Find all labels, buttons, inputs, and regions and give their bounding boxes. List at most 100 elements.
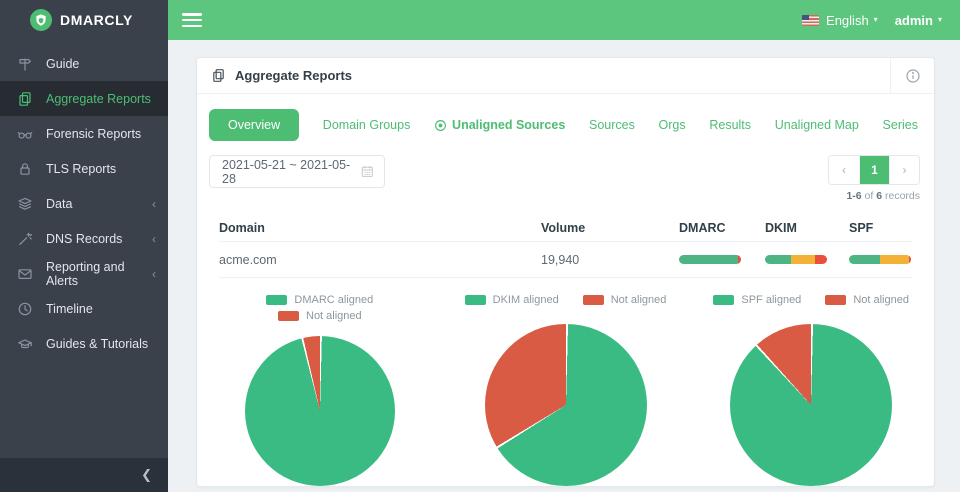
- sidebar-nav: Guide Aggregate Reports Forensic Reports…: [0, 40, 168, 458]
- alignment-charts: DMARC aligned Not aligned: [197, 294, 934, 486]
- chevron-left-icon: ‹: [152, 266, 156, 281]
- cell-volume: 19,940: [541, 252, 580, 267]
- envelope-icon: [17, 266, 33, 282]
- date-range-value: 2021-05-21 ~ 2021-05-28: [222, 157, 351, 186]
- tab-label: Unaligned Sources: [452, 118, 566, 132]
- language-label: English: [826, 12, 869, 28]
- legend-label: Not aligned: [306, 310, 362, 322]
- sidebar-item-label: Guide: [46, 56, 80, 71]
- sidebar-collapse-button[interactable]: ❮: [0, 458, 168, 492]
- aggregate-reports-card: Aggregate Reports Overview Domain Groups…: [196, 57, 935, 487]
- legend-swatch-red: [278, 311, 299, 321]
- current-page-button[interactable]: 1: [859, 156, 889, 184]
- legend-label: Not aligned: [610, 294, 667, 306]
- legend-dkim-not-aligned[interactable]: Not aligned: [582, 294, 667, 306]
- col-volume: Volume: [541, 220, 586, 235]
- sidebar-item-data[interactable]: Data ‹: [0, 186, 168, 221]
- cell-domain[interactable]: acme.com: [219, 252, 277, 267]
- legend-dmarc-not-aligned[interactable]: Not aligned: [278, 310, 362, 322]
- table-row[interactable]: acme.com 19,940: [219, 242, 912, 278]
- page-title: Aggregate Reports: [235, 68, 353, 83]
- legend-label: DKIM aligned: [492, 294, 559, 306]
- sidebar-item-label: DNS Records: [46, 231, 123, 246]
- dmarc-pie-chart: DMARC aligned Not aligned: [197, 294, 443, 486]
- spf-pie-chart: SPF aligned Not aligned: [688, 294, 934, 486]
- sidebar-item-label: Forensic Reports: [46, 126, 142, 141]
- info-icon: [905, 68, 920, 83]
- tab-results[interactable]: Results: [709, 118, 752, 132]
- legend-label: Not aligned: [853, 294, 909, 306]
- next-page-button[interactable]: ›: [889, 156, 919, 184]
- dkim-pie: [484, 324, 647, 486]
- filter-row: 2021-05-21 ~ 2021-05-28 ‹ 1 › 1-6 of 6 r…: [197, 141, 934, 202]
- wand-icon: [17, 231, 33, 247]
- records-of: of: [861, 190, 877, 202]
- sidebar-item-label: TLS Reports: [46, 161, 117, 176]
- sidebar-item-label: Aggregate Reports: [46, 91, 151, 106]
- tab-series[interactable]: Series: [882, 118, 918, 132]
- tab-sources[interactable]: Sources: [588, 118, 635, 132]
- legend-spf-not-aligned[interactable]: Not aligned: [825, 294, 909, 306]
- menu-toggle-icon[interactable]: [182, 13, 202, 27]
- sidebar-item-label: Timeline: [46, 301, 93, 316]
- tab-overview[interactable]: Overview: [209, 109, 300, 141]
- tab-unaligned-sources[interactable]: Unaligned Sources: [434, 118, 565, 132]
- us-flag-icon: [802, 14, 820, 26]
- col-dkim: DKIM: [765, 220, 797, 235]
- legend-label: DMARC aligned: [294, 294, 374, 306]
- target-icon: [435, 119, 446, 131]
- calendar-icon: [362, 166, 374, 177]
- records-range: 1-6: [846, 190, 862, 202]
- legend-swatch-green: [266, 295, 288, 305]
- collapse-icon: ❮: [141, 467, 152, 482]
- info-button[interactable]: [890, 57, 934, 94]
- col-dmarc: DMARC: [679, 220, 726, 235]
- user-dropdown[interactable]: admin ▾: [895, 13, 942, 28]
- signpost-icon: [17, 56, 33, 72]
- legend-dkim-aligned[interactable]: DKIM aligned: [464, 294, 559, 306]
- glasses-icon: [17, 126, 33, 142]
- tab-unaligned-map[interactable]: Unaligned Map: [774, 118, 859, 132]
- legend-label: SPF aligned: [741, 294, 802, 306]
- pages-icon: [211, 68, 226, 83]
- brand-name: DMARCLY: [60, 12, 133, 28]
- sidebar-item-dns-records[interactable]: DNS Records ‹: [0, 221, 168, 256]
- topbar: English ▾ admin ▾: [168, 0, 960, 40]
- sidebar-item-guide[interactable]: Guide: [0, 46, 168, 81]
- brand-logo: DMARCLY: [0, 0, 168, 40]
- legend-swatch-green: [464, 295, 486, 305]
- sidebar-item-label: Data: [46, 196, 73, 211]
- sidebar-item-label: Reporting and Alerts: [46, 259, 125, 288]
- topbar-right: English ▾ admin ▾: [802, 13, 942, 28]
- legend-swatch-red: [825, 295, 847, 305]
- date-range-input[interactable]: 2021-05-21 ~ 2021-05-28: [209, 155, 385, 188]
- legend-swatch-green: [713, 295, 735, 305]
- col-spf: SPF: [849, 220, 874, 235]
- table-header-row: Domain Volume DMARC DKIM SPF: [219, 214, 912, 242]
- sidebar-item-reporting-and-alerts[interactable]: Reporting and Alerts ‹: [0, 256, 168, 291]
- language-dropdown[interactable]: English ▾: [826, 13, 878, 28]
- sidebar-item-forensic-reports[interactable]: Forensic Reports: [0, 116, 168, 151]
- content: Aggregate Reports Overview Domain Groups…: [168, 40, 960, 492]
- legend-spf-aligned[interactable]: SPF aligned: [713, 294, 801, 306]
- user-label: admin: [894, 12, 933, 28]
- sidebar-item-label: Guides & Tutorials: [46, 336, 149, 351]
- prev-page-button[interactable]: ‹: [829, 156, 859, 184]
- tab-orgs[interactable]: Orgs: [658, 118, 686, 132]
- sidebar-item-timeline[interactable]: Timeline: [0, 291, 168, 326]
- main-area: English ▾ admin ▾ Aggregate Reports Over…: [168, 0, 960, 492]
- legend-dmarc-aligned[interactable]: DMARC aligned: [266, 294, 373, 306]
- sidebar-item-guides-tutorials[interactable]: Guides & Tutorials: [0, 326, 168, 361]
- sidebar-item-aggregate-reports[interactable]: Aggregate Reports: [0, 81, 168, 116]
- clock-icon: [17, 301, 33, 317]
- chevron-left-icon: ‹: [152, 231, 156, 246]
- tab-domain-groups[interactable]: Domain Groups: [322, 118, 411, 132]
- records-total: 6: [876, 190, 883, 202]
- dkim-pie-chart: DKIM aligned Not aligned: [443, 294, 689, 486]
- domains-table: Domain Volume DMARC DKIM SPF acme.com 19…: [197, 214, 934, 278]
- col-domain: Domain: [219, 220, 265, 235]
- layers-icon: [17, 196, 33, 212]
- pages-icon: [17, 91, 33, 107]
- sidebar-item-tls-reports[interactable]: TLS Reports: [0, 151, 168, 186]
- legend-swatch-red: [582, 295, 604, 305]
